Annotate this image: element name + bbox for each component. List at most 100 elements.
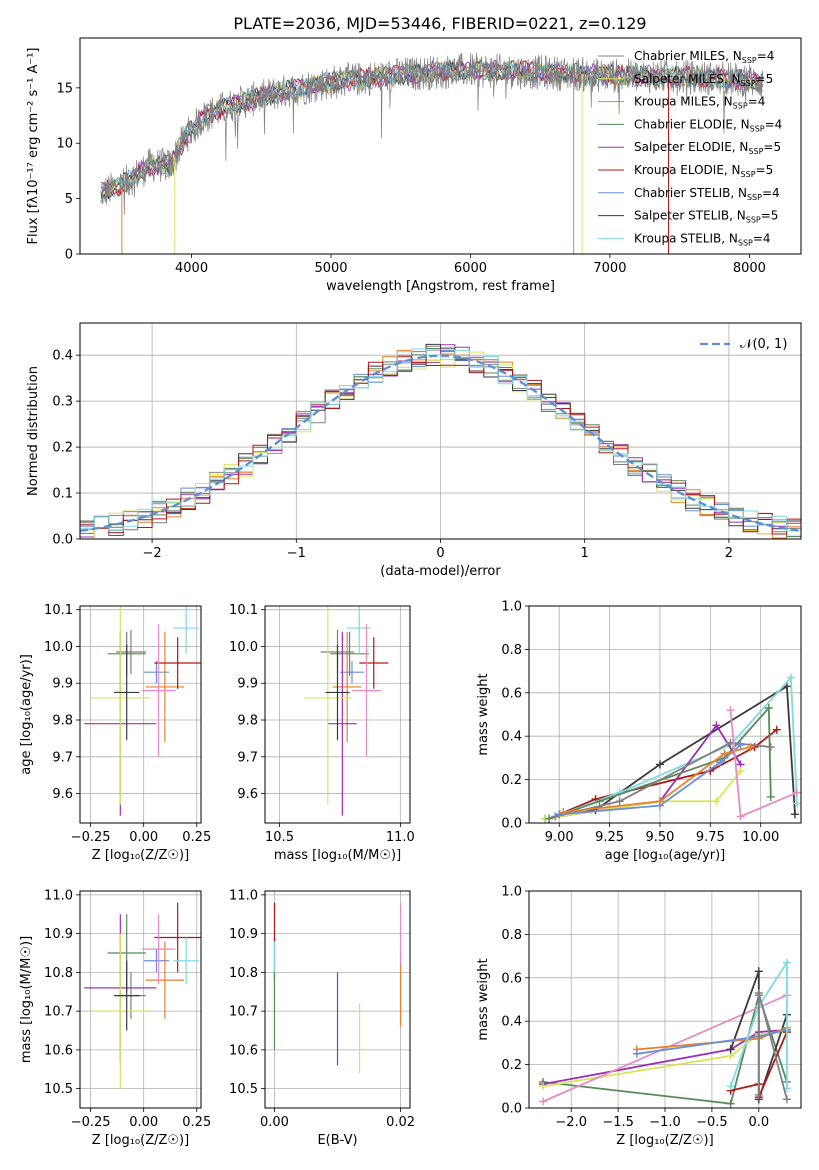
weight-marker (726, 706, 735, 715)
weight-marker (559, 808, 568, 817)
x-axis-label: Z [log₁₀(Z/Z☉)] (616, 1133, 713, 1148)
weight-marker (746, 743, 755, 752)
x-axis-label: E(B-V) (317, 1133, 357, 1148)
plot-area (541, 673, 801, 823)
weight-marker (720, 749, 729, 758)
y-tick-label: 0.2 (52, 441, 73, 456)
weight-marker (595, 797, 604, 806)
weight-marker (655, 760, 664, 769)
plot-area (100, 52, 764, 254)
y-tick-label: 0.2 (501, 773, 522, 788)
weight-marker (792, 788, 801, 797)
y-tick-label: 9.7 (237, 750, 258, 765)
weight-marker (792, 799, 801, 808)
y-tick-label: 10 (56, 137, 73, 152)
age-vs-mass-panel: 10.5 11.0 9.6 9.7 9.8 9.9 10.0 10.1 mass [log₁₀(… (229, 603, 415, 863)
y-tick-label: 10.5 (229, 1082, 258, 1097)
y-axis-label: mass [log₁₀(M/M☉)] (19, 936, 34, 1063)
y-tick-label: 0.6 (501, 971, 522, 986)
weight-marker (786, 673, 795, 682)
legend-label: 𝒩(0, 1) (740, 337, 787, 352)
weight-line (563, 746, 751, 813)
plot-area (84, 902, 201, 1089)
spectrum-legend: Chabrier MILES, NSSP=4 Salpeter MILES, NS… (598, 49, 782, 247)
x-tick-label: 0.25 (182, 830, 211, 845)
y-tick-label: 1.0 (501, 600, 522, 615)
x-tick-label: 0.02 (386, 1115, 415, 1130)
x-axis-label: age [log₁₀(age/yr)] (605, 848, 726, 863)
weight-marker (782, 1095, 791, 1104)
y-tick-label: 0.4 (501, 1015, 522, 1030)
y-tick-label: 10.8 (44, 966, 73, 981)
y-tick-label: 15 (56, 81, 73, 96)
y-axis-label: mass weight (476, 958, 491, 1040)
plot-area (303, 606, 389, 816)
legend-label: Chabrier ELODIE, NSSP=4 (634, 117, 782, 133)
y-tick-label: 0.4 (52, 349, 73, 364)
x-tick-label: 9.75 (696, 830, 725, 845)
model-spectrum-salpeter-miles (100, 61, 763, 198)
axes-frame (264, 890, 411, 1109)
x-tick-label: 9.00 (545, 830, 574, 845)
y-tick-label: 10.7 (44, 1005, 73, 1020)
weight-line (542, 994, 788, 1103)
axes-frame (264, 605, 411, 824)
x-axis-label: Z [log₁₀(Z/Z☉)] (92, 1133, 189, 1148)
x-tick-label: −1.0 (649, 1115, 681, 1130)
weight-line (548, 675, 798, 820)
x-tick-label: 0.25 (182, 1115, 211, 1130)
y-tick-label: 9.8 (52, 714, 73, 729)
x-tick-label: −0.5 (696, 1115, 728, 1130)
x-tick-label: 0.00 (129, 830, 158, 845)
weight-marker (754, 988, 763, 997)
y-tick-label: 11.0 (229, 888, 258, 903)
x-tick-label: 9.50 (645, 830, 674, 845)
axes-frame (528, 605, 802, 824)
x-tick-label: 1 (581, 546, 589, 561)
mass-vs-extinction-panel: 0.00 0.02 10.5 10.6 10.7 10.8 10.9 11.0 E(B-V) (229, 888, 415, 1148)
legend-label: Salpeter STELIB, NSSP=5 (634, 209, 778, 225)
x-tick-label: 4000 (175, 261, 208, 276)
weight-line (559, 744, 742, 816)
y-tick-label: 0.2 (501, 1058, 522, 1073)
histogram-salpeter-stelib (80, 356, 801, 535)
axes-frame (528, 890, 802, 1109)
plot-area (539, 958, 791, 1108)
x-axis-label: mass [log₁₀(M/M☉)] (274, 848, 401, 863)
x-tick-label: 0.0 (748, 1115, 769, 1130)
histogram-chabrier-stelib (80, 343, 801, 530)
age-vs-metallicity-panel: −0.25 0.00 0.25 9.6 9.7 9.8 9.9 10.0 10.1 Z [log₁… (19, 603, 211, 863)
x-tick-label: 11.0 (386, 830, 415, 845)
weight-marker (736, 812, 745, 821)
legend-label: Salpeter MILES, NSSP=5 (634, 72, 773, 88)
x-axis-label: wavelength [Angstrom, rest frame] (326, 279, 555, 294)
legend-label: Chabrier MILES, NSSP=4 (634, 49, 774, 65)
axes-frame (79, 37, 802, 255)
y-tick-label: 10.5 (44, 1082, 73, 1097)
y-tick-label: 10.6 (229, 1043, 258, 1058)
y-tick-label: 10.0 (44, 640, 73, 655)
x-tick-label: 0 (436, 546, 444, 561)
weight-marker (736, 766, 745, 775)
figure-title: PLATE=2036, MJD=53446, FIBERID=0221, z=0… (233, 14, 646, 33)
y-tick-label: 9.6 (237, 787, 258, 802)
plot-area (80, 343, 801, 539)
y-tick-label: 10.0 (229, 640, 258, 655)
y-tick-label: 0.0 (501, 1102, 522, 1117)
legend-label: Chabrier STELIB, NSSP=4 (634, 186, 780, 202)
y-axis-label: age [log₁₀(age/yr)] (19, 654, 34, 775)
legend-label: Salpeter ELODIE, NSSP=5 (634, 140, 781, 156)
histogram-kroupa-stelib (80, 348, 801, 532)
weight-marker (615, 797, 624, 806)
weight-marker (772, 725, 781, 734)
y-tick-label: 10.8 (229, 966, 258, 981)
weight-marker (736, 740, 745, 749)
x-tick-label: −0.25 (71, 830, 111, 845)
x-tick-label: 10.5 (265, 830, 294, 845)
model-spectrum-kroupa-stelib (100, 60, 763, 204)
y-tick-label: 5 (65, 192, 73, 207)
weight-marker (555, 810, 564, 819)
x-tick-label: 5000 (314, 261, 347, 276)
x-tick-label: 0.00 (129, 1115, 158, 1130)
